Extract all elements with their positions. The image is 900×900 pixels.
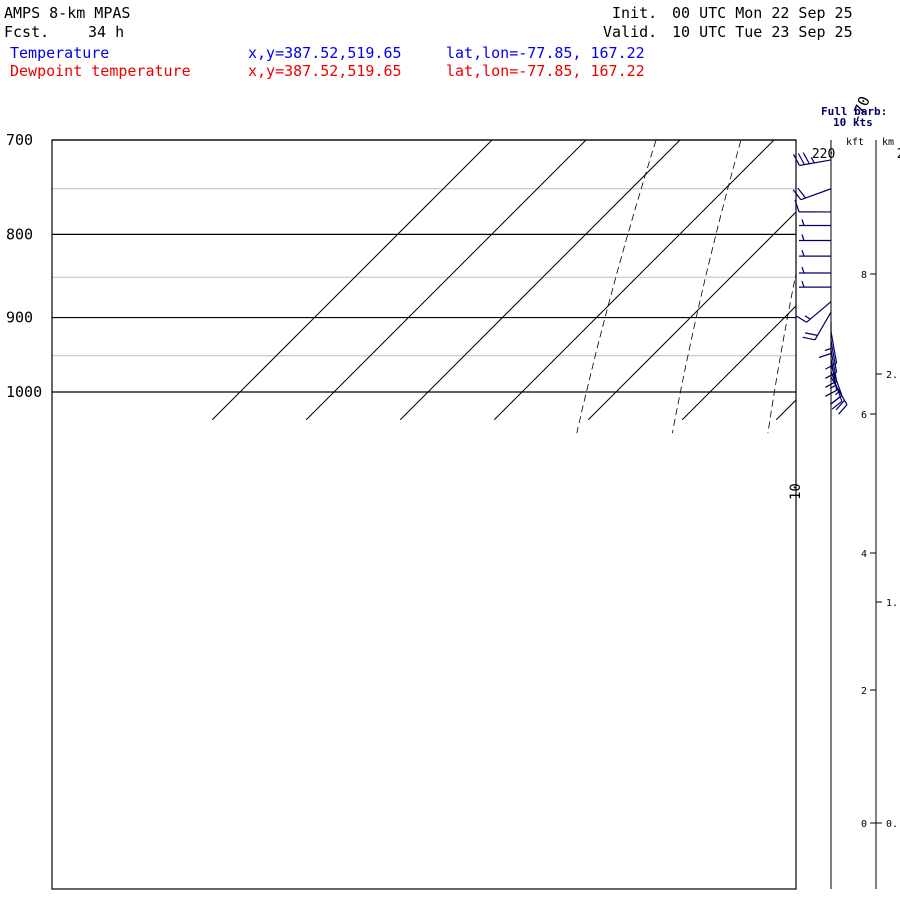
wind-barb [802,311,832,341]
dewpoint-latlon: lat,lon=-77.85, 167.22 [446,62,645,80]
temperature-xy: x,y=387.52,519.65 [248,44,402,62]
kft-label: kft [846,137,864,148]
wind-barb [830,376,848,415]
barb-flag-full [797,153,805,165]
wind-barb [818,321,832,359]
isotherm-line [775,399,796,421]
dewpoint-xy: x,y=387.52,519.65 [248,62,402,80]
barb-title-line2: 10 kts [833,116,873,129]
dry-adiabat-line [864,98,900,433]
kft-tick-label: 0 [861,819,867,830]
wind-barb [798,219,832,227]
wind-barb [794,199,832,213]
barb-flag-full [818,352,832,359]
barb-flag-half [801,219,805,226]
barb-shaft [814,311,832,341]
wind-barb [792,152,832,167]
moist-adiabat-line [857,98,900,433]
barb-flag-full [838,404,848,415]
forecast-value: 34 h [88,23,125,41]
dry-adiabat-line [767,271,796,434]
pressure-label: 900 [6,309,33,327]
barb-flag-half [804,315,811,320]
kft-tick-label: 6 [861,410,867,421]
barb-flag-half [801,280,805,288]
dry-adiabat-label: 220 [812,147,835,162]
barb-title-line1: Full barb: [821,105,887,118]
barb-shaft [806,301,832,323]
barb-flag-half [801,249,805,257]
barb-shaft [830,365,843,396]
barb-shaft [830,340,838,373]
valid-value: 10 UTC Tue 23 Sep 25 [672,23,853,41]
dewpoint-legend: Dewpoint temperature [10,62,191,80]
dry-adiabat-line [672,140,742,434]
barb-flag-full [804,332,818,336]
pressure-label: 1000 [6,383,42,401]
barb-flag-full [835,400,845,411]
temperature-latlon: lat,lon=-77.85, 167.22 [446,44,645,62]
init-label: Init. [612,4,658,22]
mixing-ratio-line [799,140,900,420]
isotherm-line [305,140,587,421]
km-label: km [882,137,894,148]
km-tick-label: 0. [886,819,898,830]
wind-barb [798,266,832,274]
kft-tick-label: 8 [861,270,867,281]
valid-label: Valid. [603,23,658,41]
pressure-label: 800 [6,225,33,243]
wind-barb [798,280,832,288]
wind-barb [798,249,832,257]
pressure-label: 700 [6,131,33,149]
barb-flag-full [797,187,807,199]
model-title: AMPS 8-km MPAS [4,4,131,22]
isotherm-line [493,140,775,421]
kft-tick-label: 2 [861,686,867,697]
dry-adiabat-line [576,140,657,434]
barb-flag-half [810,157,815,164]
isotherm-line [211,140,493,421]
barb-flag-half [824,347,832,352]
isotherm-line [587,211,796,421]
barb-shaft [799,159,832,167]
temperature-legend: Temperature [10,44,110,62]
barb-shaft [830,376,848,406]
barb-flag-full [794,199,800,213]
barb-flag-full [831,400,843,410]
barb-flag-full [829,396,841,405]
barb-shaft [830,349,838,382]
barb-flag-half [801,234,805,241]
barb-flag-full [792,189,802,201]
wind-barb [795,301,832,323]
kft-tick-label: 4 [861,549,867,560]
init-value: 00 UTC Mon 22 Sep 25 [672,4,853,22]
barb-flag-full [792,154,801,166]
wind-barb [798,234,832,242]
barb-flag-full [802,152,810,164]
isotherm-line [681,305,796,421]
barb-shaft [830,331,838,364]
dry-adiabat-label: 230 [897,147,900,162]
wind-barb [792,187,832,201]
km-tick-label: 2. [886,370,898,381]
km-tick-label: 1. [886,598,898,609]
barb-shaft [800,188,832,201]
forecast-label: Fcst. [4,23,50,41]
barb-flag-full [802,336,816,341]
barb-flag-half [801,266,805,274]
barb-flag-full [795,315,807,323]
theta-e-label: 10 [788,483,804,500]
plot-frame [51,139,797,890]
isotherm-line [399,140,681,421]
